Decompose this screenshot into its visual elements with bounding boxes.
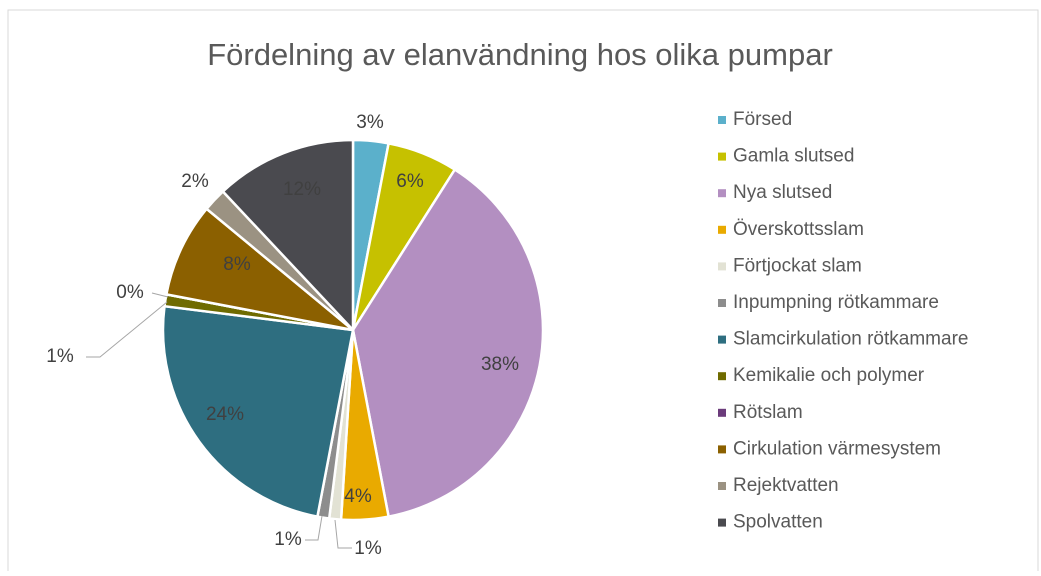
data-label: 1% [274, 529, 302, 550]
legend-label: Inpumpning rötkammare [733, 292, 939, 313]
data-label: 1% [46, 346, 74, 367]
pie-slice [221, 138, 355, 334]
legend-marker [718, 335, 726, 344]
legend-label: Nya slutsed [733, 182, 832, 203]
legend-label: Överskottsslam [733, 219, 864, 240]
legend-marker [718, 299, 726, 307]
legend-label: Kemikalie och polymer [733, 365, 925, 386]
data-label: 8% [223, 254, 251, 275]
data-label: 38% [481, 354, 519, 375]
legend-marker [718, 189, 726, 198]
leader-line [305, 515, 323, 541]
legend-label: Cirkulation värmesystem [733, 438, 941, 459]
data-label: 24% [206, 404, 244, 425]
data-label: 6% [396, 171, 424, 192]
data-label: 0% [116, 282, 144, 303]
legend-marker [718, 262, 726, 271]
data-label: 12% [283, 179, 321, 200]
pie-slice [164, 207, 354, 332]
legend-label: Gamla slutsed [733, 146, 854, 167]
legend-marker [718, 518, 726, 527]
data-label: 3% [356, 112, 384, 133]
pie-slice [351, 167, 545, 519]
legend-label: Spolvatten [733, 512, 823, 533]
data-label: 2% [181, 171, 209, 192]
legend-marker [718, 372, 726, 381]
legend-marker [718, 225, 726, 234]
legend-marker [718, 116, 726, 124]
leader-line [334, 519, 352, 549]
chart-title: Fördelning av elanvändning hos olika pum… [207, 37, 833, 72]
legend-marker [718, 152, 726, 161]
legend-marker [718, 408, 726, 417]
data-label: 4% [344, 486, 372, 507]
legend-label: Försed [733, 109, 792, 130]
pie-slice [161, 304, 355, 519]
legend-label: Rötslam [733, 402, 803, 423]
data-label: 1% [354, 538, 382, 559]
legend-label: Förtjockat slam [733, 255, 862, 276]
leader-line [151, 292, 169, 298]
legend-marker [718, 445, 726, 454]
legend-marker [718, 482, 726, 490]
legend-label: Rejektvatten [733, 475, 839, 496]
leader-line [86, 301, 168, 358]
legend-label: Slamcirkulation rötkammare [733, 329, 968, 350]
